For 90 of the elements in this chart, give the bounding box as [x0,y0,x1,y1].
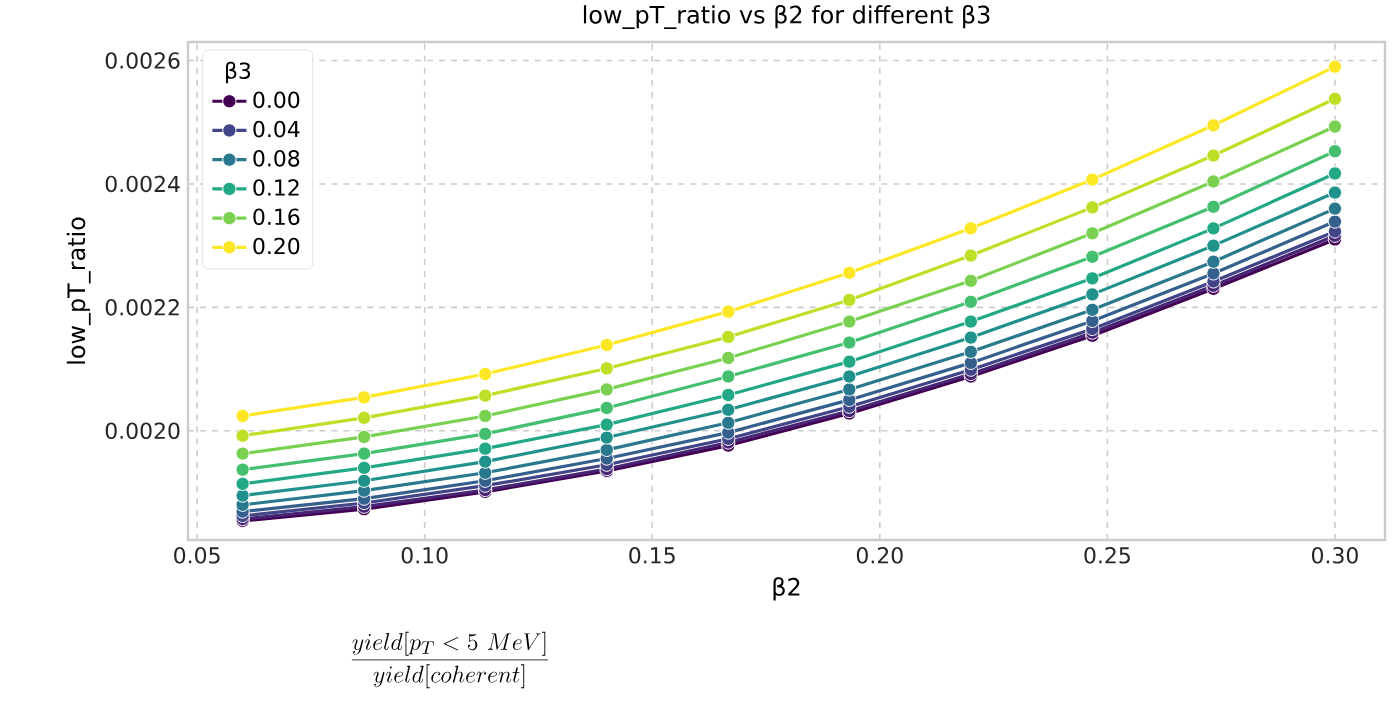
point [1206,254,1221,269]
point [235,488,250,503]
point [478,426,493,441]
point [721,369,736,384]
point [1085,287,1100,302]
point [721,415,736,430]
point [1085,302,1100,317]
point [478,454,493,469]
point [842,382,857,397]
point [963,248,978,263]
x-axis-title: β2 [773,577,800,601]
point [1206,174,1221,189]
point [357,410,372,425]
point [721,402,736,417]
point [357,473,372,488]
x-tick-label: 0.05 [174,547,220,564]
point [963,221,978,236]
point [1206,238,1221,253]
point [599,361,614,376]
legend-label: 0.08 [253,150,300,167]
point [1327,214,1343,229]
point [1085,249,1100,264]
point [963,344,978,359]
point [1327,201,1343,216]
point [235,428,250,443]
point [478,408,493,424]
point [1327,166,1343,181]
point [1327,59,1343,74]
point [1327,144,1343,159]
y-tick-label: 0.0026 [105,52,180,69]
x-tick-label: 0.10 [401,547,448,564]
x-tick-label: 0.30 [1311,547,1358,564]
legend-title: β3 [226,61,251,84]
point [235,462,250,477]
text: $\frac{yield[p_T < 5\ MeV]}{yield[coherent]}$ [351,631,549,689]
point [963,330,978,345]
point [357,429,372,445]
point [1327,91,1343,106]
point [1085,226,1100,241]
point [478,441,493,456]
chart-title: low_pT_ratio vs β2 for different β3 [583,5,990,29]
point [235,408,250,424]
point [721,329,736,345]
point [1206,221,1221,236]
y-tick-label: 0.0020 [105,422,180,440]
point [1327,119,1343,134]
point [599,382,614,397]
point [721,304,736,319]
legend-label: 0.16 [253,208,300,226]
point [842,292,857,308]
point [1206,118,1221,133]
point [842,335,857,350]
point [357,390,372,405]
point [721,387,736,403]
point [599,337,614,353]
point [478,388,493,403]
point [1206,148,1221,163]
point [963,314,978,329]
point [1085,172,1100,187]
point [963,294,978,309]
point [235,446,250,461]
point [357,460,372,475]
legend-label: 0.20 [253,237,300,255]
point [357,446,372,461]
y-axis-title: low_pT_ratio [66,217,91,364]
point [1085,271,1100,286]
x-tick-label: 0.15 [629,547,675,564]
point [1085,200,1100,215]
point [599,417,614,432]
x-tick-label: 0.20 [856,547,903,564]
point [963,273,978,288]
point [235,476,250,491]
point [842,354,857,369]
point [721,350,736,366]
point [1206,266,1221,281]
point [842,265,857,280]
point [478,366,493,382]
y-tick-label: 0.0022 [105,299,179,316]
x-tick-label: 0.25 [1084,547,1130,564]
point [599,442,614,457]
point [842,314,857,329]
point [842,369,857,384]
legend-label: 0.04 [253,120,300,138]
legend-label: 0.00 [253,91,300,109]
point [1206,199,1221,214]
point [599,400,614,416]
point [1327,185,1343,200]
point [599,430,614,445]
y-tick-label: 0.0024 [105,175,180,193]
legend-label: 0.12 [253,179,299,196]
